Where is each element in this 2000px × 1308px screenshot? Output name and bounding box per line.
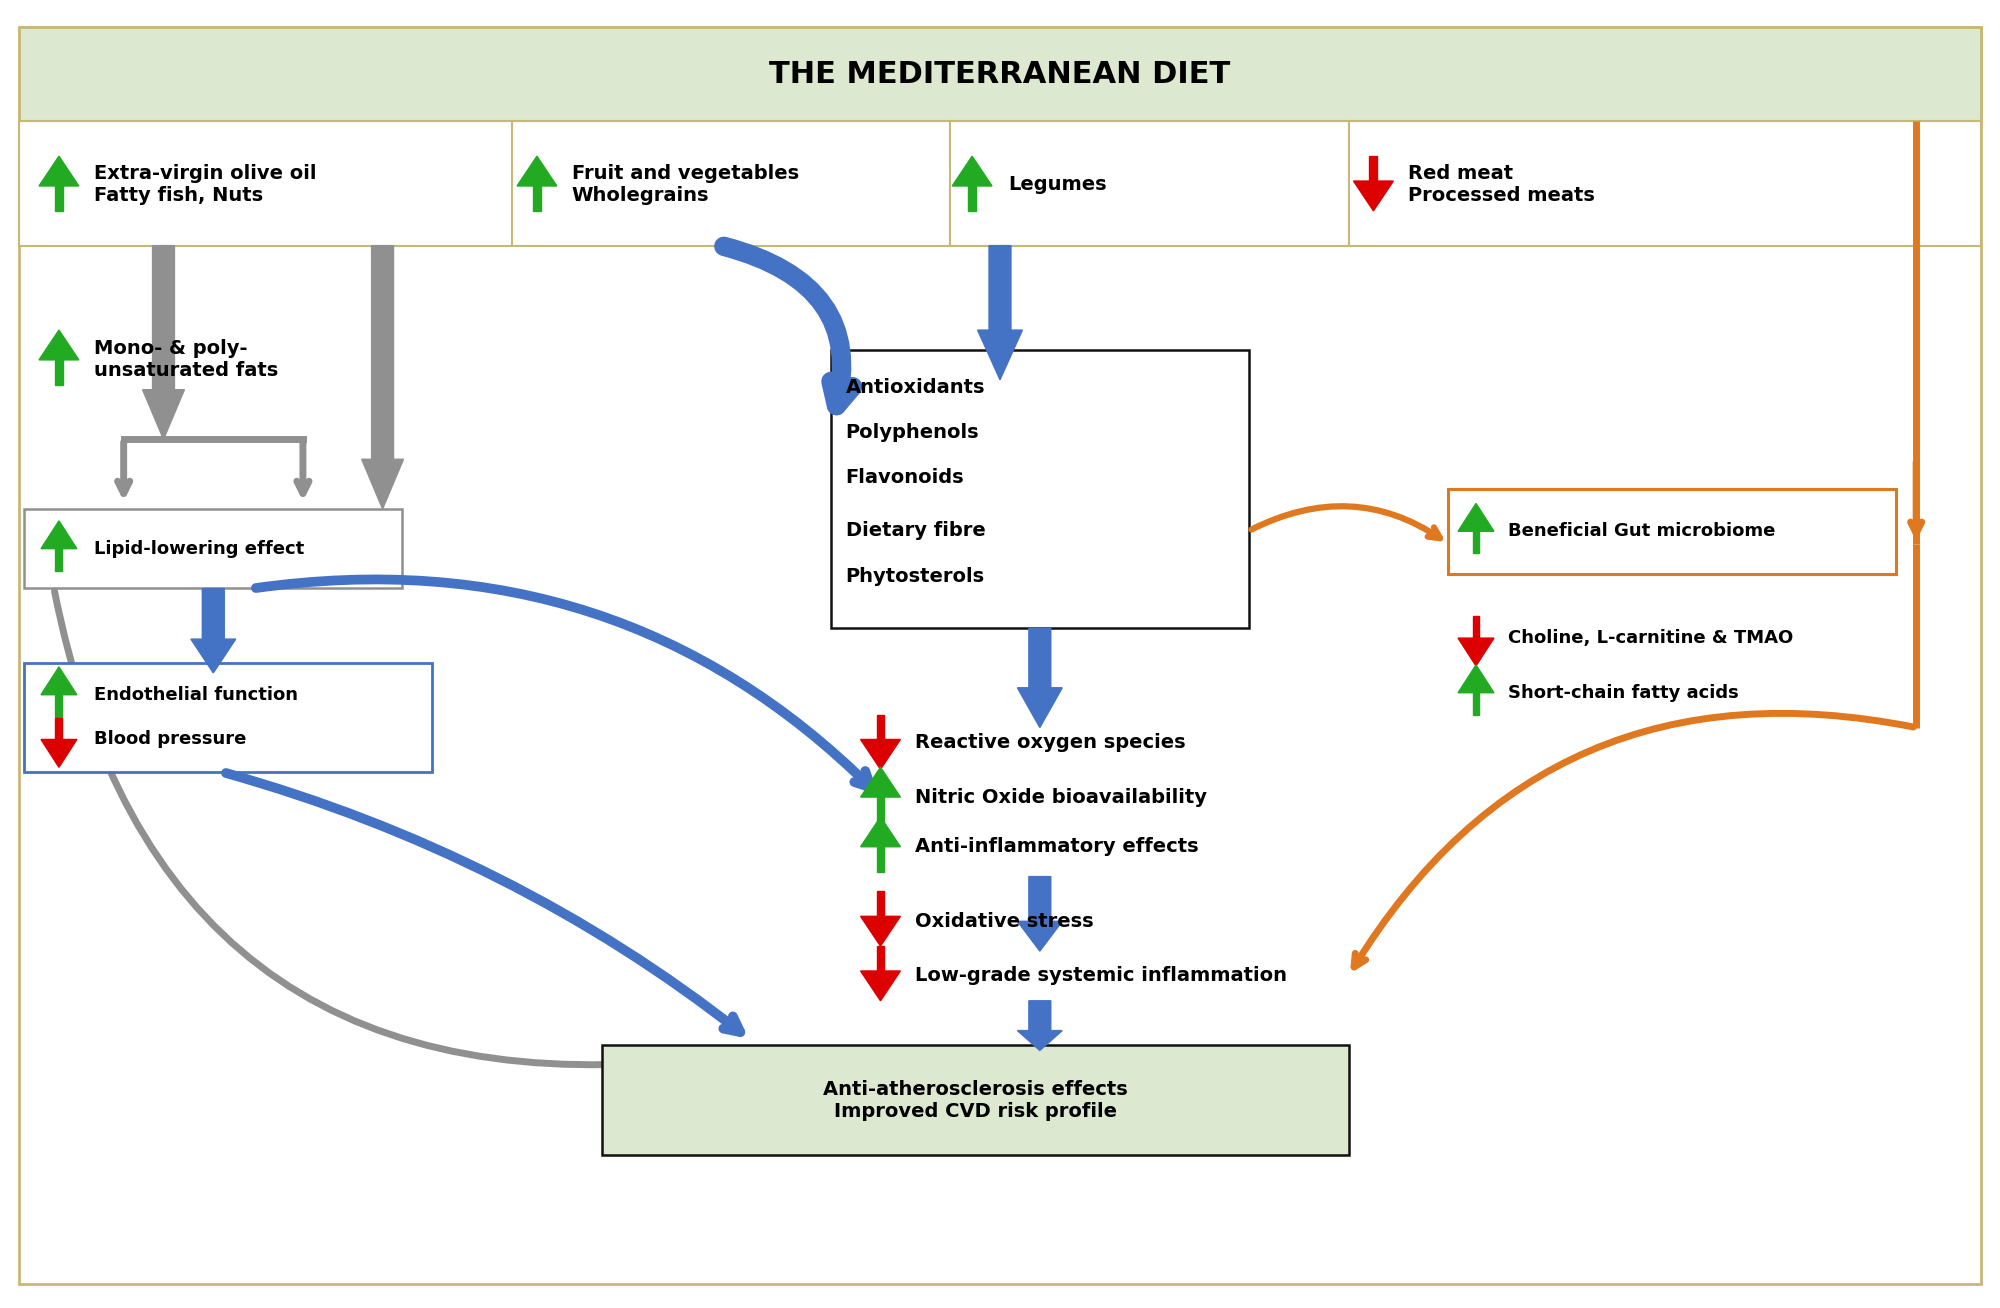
Bar [56, 548, 62, 570]
Text: Fruit and vegetables
Wholegrains: Fruit and vegetables Wholegrains [572, 164, 798, 204]
Text: Choline, L-carnitine & TMAO: Choline, L-carnitine & TMAO [1508, 629, 1794, 647]
Polygon shape [142, 246, 184, 439]
Text: Anti-inflammatory effects: Anti-inflammatory effects [916, 837, 1198, 857]
Polygon shape [1458, 664, 1494, 693]
Bar [830, 351, 1248, 628]
Bar [24, 663, 432, 772]
Text: Dietary fibre: Dietary fibre [846, 522, 986, 540]
Bar [602, 1045, 1348, 1155]
Bar [24, 509, 402, 589]
Polygon shape [40, 330, 78, 360]
Polygon shape [42, 521, 76, 548]
Polygon shape [1018, 628, 1062, 727]
Bar [1472, 616, 1480, 638]
Polygon shape [190, 589, 236, 672]
Polygon shape [1354, 181, 1394, 211]
Polygon shape [42, 667, 76, 695]
Bar [20, 122, 1980, 246]
Polygon shape [362, 246, 404, 509]
Text: Anti-atherosclerosis effects
Improved CVD risk profile: Anti-atherosclerosis effects Improved CV… [822, 1079, 1128, 1121]
Polygon shape [860, 768, 900, 797]
Polygon shape [952, 156, 992, 186]
Text: Nitric Oxide bioavailability: Nitric Oxide bioavailability [916, 787, 1208, 807]
Polygon shape [1458, 504, 1494, 531]
Polygon shape [1018, 1001, 1062, 1050]
Text: Legumes: Legumes [1008, 174, 1106, 194]
Bar [876, 714, 884, 739]
Polygon shape [860, 971, 900, 1001]
Text: Oxidative stress: Oxidative stress [916, 912, 1094, 931]
Text: Antioxidants: Antioxidants [846, 378, 986, 398]
Text: Mono- & poly-
unsaturated fats: Mono- & poly- unsaturated fats [94, 339, 278, 381]
Text: Blood pressure: Blood pressure [94, 730, 246, 748]
Bar [876, 946, 884, 971]
Bar [56, 695, 62, 717]
Polygon shape [1458, 638, 1494, 666]
Text: Polyphenols: Polyphenols [846, 422, 980, 442]
Polygon shape [518, 156, 556, 186]
Bar [1370, 156, 1378, 181]
Polygon shape [978, 246, 1022, 379]
Text: Endothelial function: Endothelial function [94, 685, 298, 704]
Bar [968, 186, 976, 211]
Text: Low-grade systemic inflammation: Low-grade systemic inflammation [916, 967, 1288, 985]
Bar [1448, 489, 1896, 573]
Text: Extra-virgin olive oil
Fatty fish, Nuts: Extra-virgin olive oil Fatty fish, Nuts [94, 164, 316, 204]
Bar [54, 360, 62, 385]
Text: THE MEDITERRANEAN DIET: THE MEDITERRANEAN DIET [770, 60, 1230, 89]
Text: Lipid-lowering effect: Lipid-lowering effect [94, 540, 304, 557]
Text: Short-chain fatty acids: Short-chain fatty acids [1508, 684, 1738, 702]
Polygon shape [42, 739, 76, 768]
Polygon shape [860, 917, 900, 946]
Polygon shape [860, 818, 900, 846]
Text: Beneficial Gut microbiome: Beneficial Gut microbiome [1508, 522, 1776, 540]
Bar [56, 718, 62, 739]
Polygon shape [860, 739, 900, 769]
Bar [1472, 531, 1480, 553]
Polygon shape [1018, 876, 1062, 951]
Bar [876, 797, 884, 821]
Bar [532, 186, 540, 211]
Bar [876, 846, 884, 871]
Bar [20, 27, 1980, 122]
Bar [54, 186, 62, 211]
Text: Flavonoids: Flavonoids [846, 468, 964, 487]
Bar [876, 892, 884, 917]
Bar [1472, 693, 1480, 714]
Text: Red meat
Processed meats: Red meat Processed meats [1408, 164, 1596, 204]
Text: Phytosterols: Phytosterols [846, 566, 984, 586]
Text: Reactive oxygen species: Reactive oxygen species [916, 732, 1186, 752]
Polygon shape [40, 156, 78, 186]
